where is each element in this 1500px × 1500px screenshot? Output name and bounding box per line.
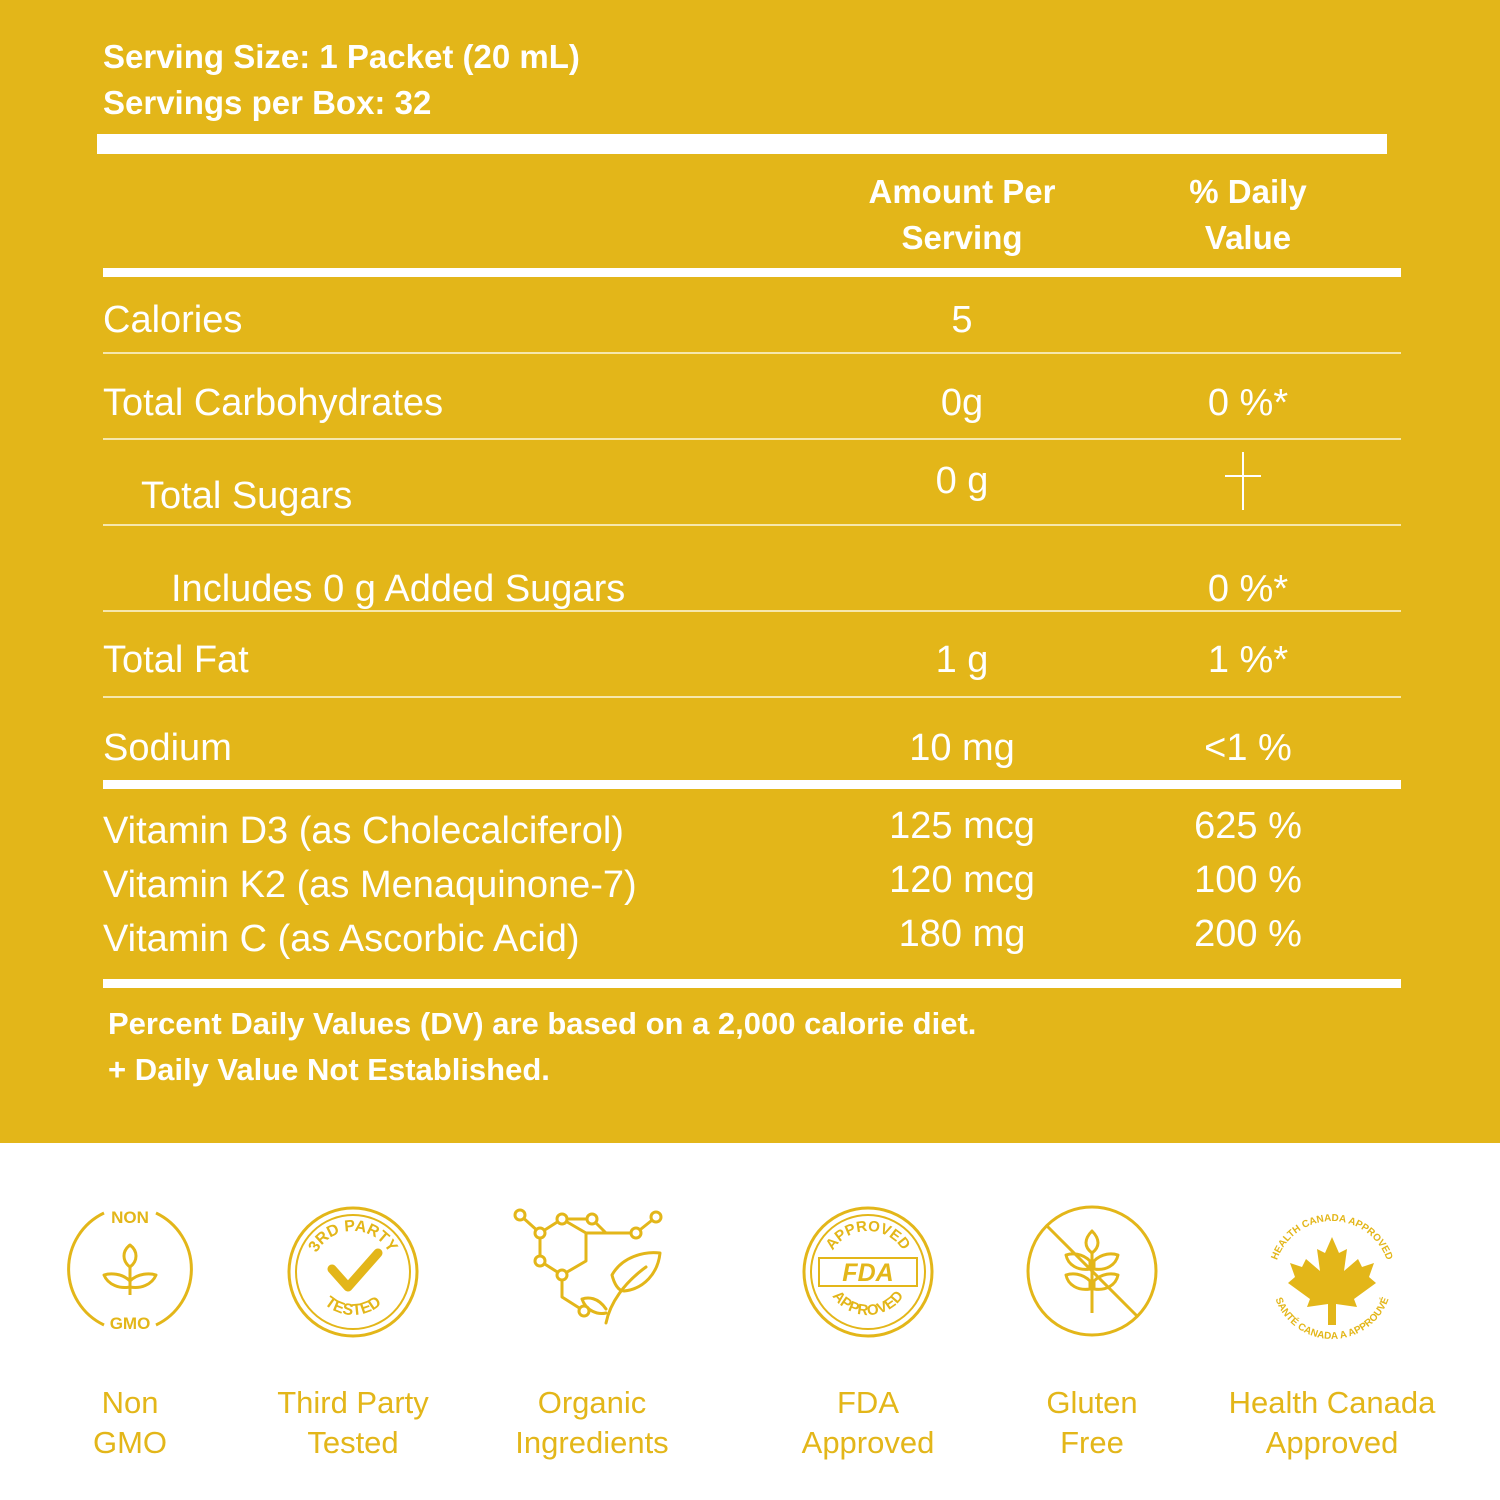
serving-size: Serving Size: 1 Packet (20 mL)	[103, 38, 580, 75]
badge-gluten-free: Gluten Free	[972, 1143, 1212, 1500]
bottom-rule	[103, 979, 1401, 988]
servings-per-box: Servings per Box: 32	[103, 84, 432, 121]
top-rule	[97, 134, 1387, 154]
badge-non-gmo: NON GMO Non GMO	[10, 1143, 250, 1500]
nutrient-label-carbohydrates: Total Carbohydrates	[103, 382, 444, 424]
nutrient-label-added-sugars: Includes 0 g Added Sugars	[171, 568, 626, 610]
badge-caption-third-party: Third Party Tested	[233, 1383, 473, 1463]
organic-molecule-leaf-icon	[513, 1208, 663, 1325]
dv-header-line2: Value	[1204, 219, 1292, 256]
nutrient-dv-total-fat: 1 %*	[1207, 639, 1289, 681]
badge-caption-gluten-free: Gluten Free	[972, 1383, 1212, 1463]
badge-organic-ingredients: Organic Ingredients	[472, 1143, 712, 1500]
caption-line: Third Party	[277, 1385, 429, 1420]
nutrition-facts-panel: Serving Size: 1 Packet (20 mL) Servings …	[0, 0, 1500, 1143]
non-gmo-icon: NON GMO	[67, 1208, 193, 1333]
nutrient-amount-sodium: 10 mg	[909, 727, 1015, 769]
caption-line: Tested	[307, 1425, 399, 1460]
amount-per-serving-header: Amount Per Serving	[832, 169, 1092, 261]
svg-text:APPROVED: APPROVED	[822, 1218, 913, 1254]
nutrient-amount-total-sugars: 0 g	[935, 460, 989, 502]
caption-line: Approved	[1265, 1425, 1399, 1460]
gluten-free-wheat-icon	[1026, 1205, 1158, 1337]
nutrient-label-sodium: Sodium	[103, 727, 232, 769]
nutrient-amount-calories: 5	[951, 299, 973, 341]
fda-ring-bottom: APPROVED	[829, 1287, 907, 1319]
row-divider	[103, 352, 1401, 354]
caption-line: Health Canada	[1228, 1385, 1436, 1420]
nutrient-dv-sodium: <1 %	[1204, 727, 1292, 769]
vitamin-dv-k2: 100 %	[1194, 859, 1302, 901]
row-divider	[103, 524, 1401, 526]
badge-health-canada-approved: HEALTH CANADA APPROVED SANTÉ CANADA A AP…	[1212, 1143, 1452, 1500]
badge-third-party-tested: 3RD PARTY TESTED Third Party Tested	[233, 1143, 473, 1500]
nutrient-dv-added-sugars: 0 %*	[1207, 568, 1289, 610]
third-party-ring-top: 3RD PARTY	[306, 1218, 401, 1256]
dagger-mark	[1225, 452, 1261, 510]
vitamin-label-k2: Vitamin K2 (as Menaquinone-7)	[103, 864, 637, 906]
caption-line: Organic	[537, 1385, 647, 1420]
vitamin-amount-k2: 120 mcg	[889, 859, 1035, 901]
svg-text:TESTED: TESTED	[322, 1293, 385, 1319]
row-divider	[103, 696, 1401, 698]
row-divider	[103, 438, 1401, 440]
amount-header-line2: Serving	[901, 219, 1023, 256]
footnote-daily-values: Percent Daily Values (DV) are based on a…	[108, 1006, 977, 1041]
dv-header-line1: % Daily	[1189, 173, 1307, 210]
nutrient-amount-carbohydrates: 0g	[940, 382, 984, 424]
amount-header-line1: Amount Per	[868, 173, 1056, 210]
non-gmo-ring-top: NON	[111, 1208, 149, 1227]
vitamin-amount-c: 180 mg	[898, 913, 1026, 955]
row-divider	[103, 610, 1401, 612]
nutrient-dv-carbohydrates: 0 %*	[1207, 382, 1289, 424]
vitamin-label-c: Vitamin C (as Ascorbic Acid)	[103, 918, 580, 960]
third-party-tested-icon: 3RD PARTY TESTED	[287, 1206, 419, 1338]
caption-line: GMO	[92, 1425, 168, 1460]
certification-badges: NON GMO Non GMO 3RD PARTY TESTED	[0, 1143, 1500, 1500]
third-party-ring-bottom: TESTED	[322, 1293, 385, 1319]
svg-text:APPROVED: APPROVED	[829, 1287, 907, 1319]
badge-caption-health-canada: Health Canada Approved	[1212, 1383, 1452, 1463]
fda-approved-seal-icon: APPROVED APPROVED FDA	[802, 1206, 934, 1338]
badge-caption-non-gmo: Non GMO	[10, 1383, 250, 1463]
badge-caption-organic: Organic Ingredients	[472, 1383, 712, 1463]
nutrient-amount-total-fat: 1 g	[935, 639, 989, 681]
nutrient-label-total-sugars: Total Sugars	[141, 475, 353, 517]
vitamin-label-d3: Vitamin D3 (as Cholecalciferol)	[103, 810, 624, 852]
header-rule	[103, 268, 1401, 277]
nutrient-label-calories: Calories	[103, 299, 243, 341]
caption-line: Ingredients	[515, 1425, 669, 1460]
vitamin-dv-c: 200 %	[1194, 913, 1302, 955]
caption-line: FDA	[837, 1385, 899, 1420]
caption-line: Free	[1060, 1425, 1124, 1460]
nutrient-label-total-fat: Total Fat	[103, 639, 249, 681]
daily-value-header: % Daily Value	[1118, 169, 1378, 261]
fda-seal-text: FDA	[842, 1259, 893, 1287]
caption-line: Non	[101, 1385, 159, 1420]
badge-fda-approved: APPROVED APPROVED FDA FDA Approved	[748, 1143, 988, 1500]
vitamin-dv-d3: 625 %	[1194, 805, 1302, 847]
vitamin-amount-d3: 125 mcg	[889, 805, 1035, 847]
fda-ring-top: APPROVED	[822, 1218, 913, 1254]
svg-text:3RD PARTY: 3RD PARTY	[306, 1218, 401, 1256]
maple-leaf-icon: HEALTH CANADA APPROVED SANTÉ CANADA A AP…	[1270, 1213, 1395, 1342]
badge-caption-fda: FDA Approved	[748, 1383, 988, 1463]
footnote-not-established: + Daily Value Not Established.	[108, 1052, 550, 1087]
non-gmo-ring-bottom: GMO	[110, 1314, 151, 1333]
vitamins-rule	[103, 780, 1401, 789]
caption-line: Approved	[801, 1425, 935, 1460]
caption-line: Gluten	[1046, 1385, 1138, 1420]
